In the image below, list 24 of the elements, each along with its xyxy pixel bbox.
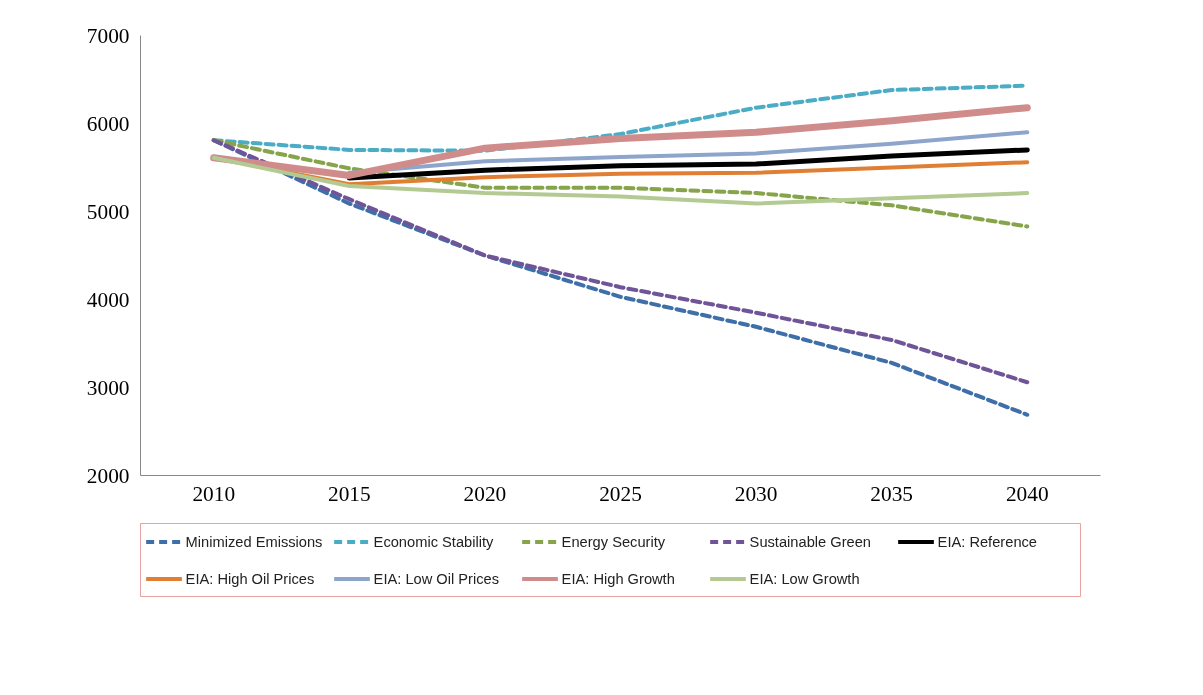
legend-label: EIA: Low Growth bbox=[749, 571, 860, 587]
x-tick-label: 2030 bbox=[734, 481, 778, 506]
x-tick-label: 2020 bbox=[463, 481, 507, 506]
x-tick-label: 2010 bbox=[192, 481, 236, 506]
legend-label: Sustainable Green bbox=[749, 534, 872, 550]
y-tick-label: 4000 bbox=[86, 287, 130, 312]
y-tick-label: 2000 bbox=[86, 463, 130, 488]
y-tick-label: 3000 bbox=[86, 375, 130, 400]
line-series bbox=[347, 130, 1030, 175]
x-tick-label: 2025 bbox=[599, 481, 642, 506]
legend-label: Economic Stability bbox=[373, 534, 495, 550]
x-tick-label: 2040 bbox=[1005, 481, 1049, 506]
legend-label: EIA: High Oil Prices bbox=[185, 571, 315, 587]
legend-label: EIA: Low Oil Prices bbox=[373, 571, 500, 587]
x-tick-label: 2035 bbox=[870, 481, 914, 506]
x-tick-label: 2015 bbox=[327, 481, 371, 506]
legend-label: EIA: Reference bbox=[937, 534, 1038, 550]
line-series bbox=[211, 155, 1030, 206]
y-tick-label: 7000 bbox=[86, 23, 130, 48]
legend-label: EIA: High Growth bbox=[561, 571, 675, 587]
legend-label: Minimized Emissions bbox=[185, 534, 323, 550]
y-tick-label: 5000 bbox=[86, 199, 130, 224]
y-tick-label: 6000 bbox=[86, 111, 130, 136]
legend-label: Energy Security bbox=[561, 534, 666, 550]
